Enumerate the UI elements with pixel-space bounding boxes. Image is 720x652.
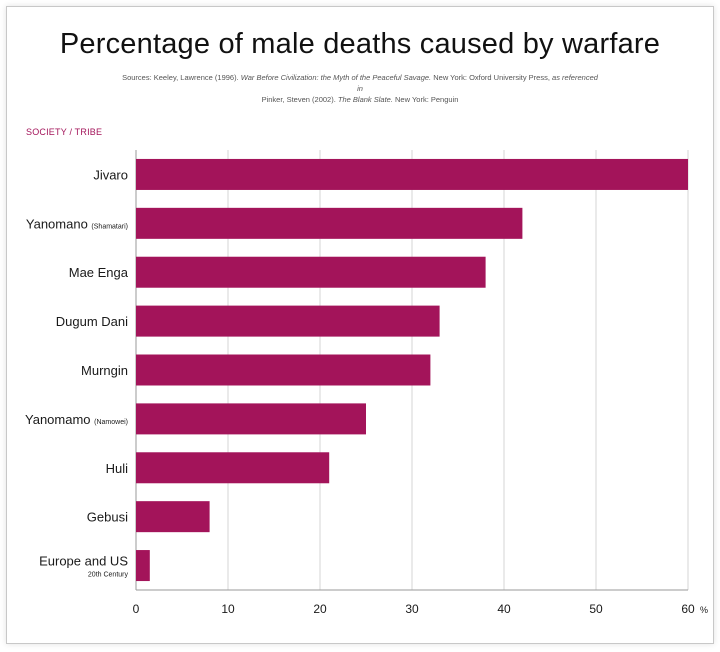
source-prefix: Sources: Keeley, Lawrence (1996). <box>122 73 239 82</box>
category-label-sub-5: (Namowei) <box>94 419 128 426</box>
category-sublabel-8: 20th Century <box>88 572 129 579</box>
bar-4 <box>136 354 431 386</box>
bar-8 <box>136 550 150 582</box>
category-axis-title: SOCIETY / TRIBE <box>26 127 103 137</box>
x-tick-label-10: 10 <box>221 602 235 616</box>
bar-7 <box>136 501 210 533</box>
bar-6 <box>136 452 330 484</box>
category-label-8: Europe and US <box>39 554 128 569</box>
x-tick-label-20: 20 <box>313 602 327 616</box>
chart-title: Percentage of male deaths caused by warf… <box>59 28 661 60</box>
source-publisher-1: New York: Oxford University Press, <box>433 73 550 82</box>
chart-source: Sources: Keeley, Lawrence (1996). War Be… <box>120 72 600 105</box>
category-label-4: Murngin <box>81 363 128 378</box>
x-axis-unit: % <box>700 605 708 615</box>
bar-5 <box>136 403 366 435</box>
bar-1 <box>136 207 523 239</box>
category-label-3: Dugum Dani <box>56 314 128 329</box>
x-tick-label-60: 60 <box>681 602 695 616</box>
source-author-2: Pinker, Steven (2002). <box>261 95 336 104</box>
x-tick-label-50: 50 <box>589 602 603 616</box>
bar-2 <box>136 256 486 288</box>
source-reference-note: as referenced in <box>357 73 598 93</box>
x-tick-label-0: 0 <box>133 602 140 616</box>
x-tick-label-40: 40 <box>497 602 511 616</box>
source-publisher-2: New York: Penguin <box>395 95 459 104</box>
category-label-6: Huli <box>106 461 129 476</box>
category-label-2: Mae Enga <box>69 265 129 280</box>
x-tick-label-30: 30 <box>405 602 419 616</box>
bar-0 <box>136 158 688 190</box>
category-label-1: Yanomano (Shamatari) <box>26 216 128 231</box>
source-book-2: The Blank Slate. <box>337 95 393 104</box>
category-label-7: Gebusi <box>87 510 128 525</box>
source-book-1: War Before Civilization: the Myth of the… <box>240 73 432 82</box>
category-label-5: Yanomamo (Namowei) <box>25 412 128 427</box>
bar-3 <box>136 305 440 337</box>
category-label-0: Jivaro <box>93 167 128 182</box>
category-label-main-5: Yanomamo <box>25 412 94 427</box>
category-label-sub-1: (Shamatari) <box>91 223 128 230</box>
category-label-main-1: Yanomano <box>26 216 92 231</box>
